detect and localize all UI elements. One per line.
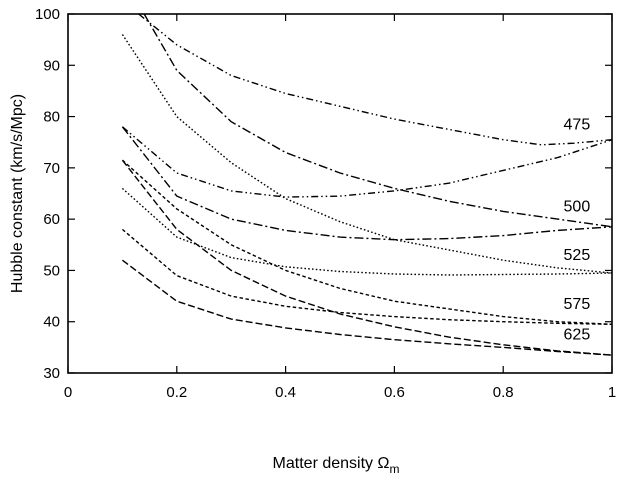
- x-axis-title: Matter density Ωm: [273, 455, 400, 476]
- ticks-group: [67, 13, 613, 374]
- y-axis-title: Hubble constant (km/s/Mpc): [9, 94, 26, 293]
- curve-500-2: [143, 13, 613, 228]
- curve-label-575: 575: [564, 296, 591, 313]
- curve-525-5: [121, 187, 613, 276]
- curve-label-bg: [564, 197, 597, 217]
- y-tick-label: 70: [43, 160, 60, 177]
- y-tick-label: 80: [43, 109, 60, 126]
- y-tick-label: 30: [43, 365, 60, 382]
- y-tick-label: 90: [43, 57, 60, 74]
- curve-625-9: [121, 259, 613, 356]
- curve-475-0: [138, 13, 613, 146]
- curve-475-1: [121, 126, 613, 198]
- curve-label-bg: [564, 246, 597, 266]
- curve-label-525: 525: [564, 247, 591, 264]
- tick-labels-group: 0 0.2 0.4 0.6 0.8 1 30 40 50 60 70 80 90 100: [35, 6, 616, 401]
- x-tick-label: 0.2: [166, 384, 187, 401]
- y-tick-label: 100: [35, 6, 60, 23]
- x-axis-title-subscript: m: [389, 462, 399, 476]
- curve-label-500: 500: [564, 198, 591, 215]
- x-tick-label: 0.4: [275, 384, 296, 401]
- curve-label-bg: [564, 294, 597, 314]
- curves-group: [121, 13, 613, 356]
- x-tick-label: 1: [608, 384, 616, 401]
- x-tick-label: 0.8: [493, 384, 514, 401]
- curve-labels-group: 475 500 525 575 625: [564, 115, 597, 345]
- y-tick-label: 60: [43, 211, 60, 228]
- plot-frame: [67, 13, 613, 374]
- curve-575-6: [121, 159, 613, 325]
- y-tick-label: 40: [43, 314, 60, 331]
- curve-label-625: 625: [564, 327, 591, 344]
- curve-label-475: 475: [564, 116, 591, 133]
- curve-label-bg: [564, 325, 597, 345]
- x-tick-label: 0: [64, 384, 72, 401]
- y-tick-label: 50: [43, 262, 60, 279]
- curve-575-7: [121, 228, 613, 325]
- x-axis-title-main: Matter density Ω: [273, 455, 390, 472]
- x-tick-label: 0.6: [384, 384, 405, 401]
- curve-label-bg: [564, 115, 597, 135]
- curve-500-3: [121, 126, 613, 241]
- curve-525-4: [121, 34, 613, 274]
- curve-625-8: [121, 159, 613, 356]
